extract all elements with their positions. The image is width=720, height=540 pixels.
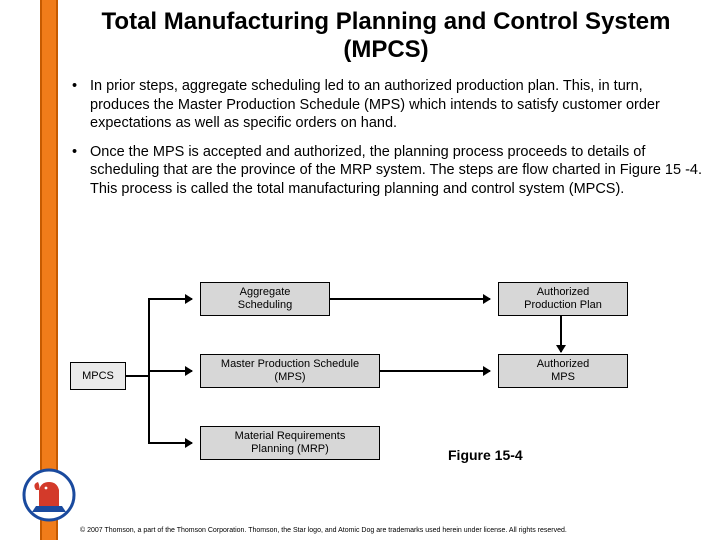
bullet-item: In prior steps, aggregate scheduling led… <box>90 77 702 133</box>
flow-arrow <box>330 298 490 300</box>
figure-caption: Figure 15-4 <box>448 447 523 463</box>
page-title: Total Manufacturing Planning and Control… <box>70 8 702 63</box>
bullet-list: In prior steps, aggregate scheduling led… <box>70 77 702 198</box>
flow-node-amps: Authorized MPS <box>498 354 628 388</box>
bullet-item: Once the MPS is accepted and authorized,… <box>90 143 702 199</box>
flow-arrow <box>150 298 192 300</box>
flow-arrow <box>150 370 192 372</box>
flow-arrow <box>560 316 562 352</box>
sidebar-edge-right <box>56 0 58 540</box>
flow-node-mrp: Material Requirements Planning (MRP) <box>200 426 380 460</box>
copyright-footer: © 2007 Thomson, a part of the Thomson Co… <box>80 527 708 534</box>
flow-node-mpcs: MPCS <box>70 362 126 390</box>
flowchart-diagram: MPCS Aggregate Scheduling Authorized Produ… <box>70 282 690 477</box>
flow-arrow <box>380 370 490 372</box>
flow-connector <box>126 375 150 377</box>
sidebar-fill <box>42 0 56 540</box>
flow-node-agg: Aggregate Scheduling <box>200 282 330 316</box>
flow-node-app: Authorized Production Plan <box>498 282 628 316</box>
flow-node-mps: Master Production Schedule (MPS) <box>200 354 380 388</box>
accent-sidebar <box>40 0 58 540</box>
flow-arrow <box>150 442 192 444</box>
publisher-logo <box>22 468 76 522</box>
slide-content: Total Manufacturing Planning and Control… <box>70 8 702 208</box>
